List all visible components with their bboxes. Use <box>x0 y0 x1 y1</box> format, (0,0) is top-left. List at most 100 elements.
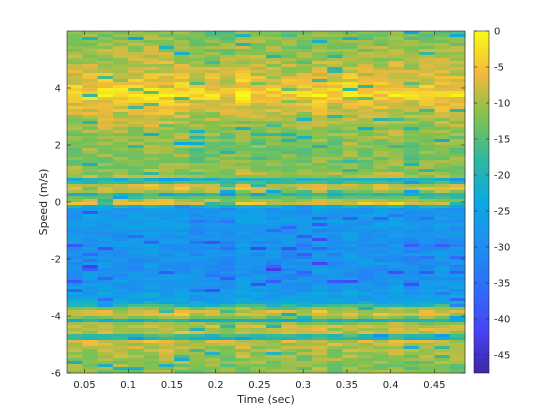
heatmap-cell <box>143 148 160 152</box>
heatmap-cell <box>449 73 466 77</box>
heatmap-cell <box>235 274 252 278</box>
heatmap-cell <box>204 355 221 359</box>
heatmap-cell <box>82 121 99 125</box>
heatmap-cell <box>143 349 160 353</box>
heatmap-cell <box>311 82 328 86</box>
heatmap-cell <box>296 64 313 68</box>
heatmap-cell <box>388 265 405 269</box>
heatmap-cell <box>327 58 343 62</box>
heatmap-cell <box>112 136 129 140</box>
heatmap-cell <box>204 166 221 170</box>
heatmap-cell <box>97 202 114 206</box>
heatmap-cell <box>235 298 252 302</box>
heatmap-cell <box>82 298 99 302</box>
heatmap-cell <box>373 73 389 77</box>
heatmap-cell <box>82 112 99 116</box>
heatmap-cell <box>174 280 190 284</box>
heatmap-cell <box>112 94 129 98</box>
heatmap-cell <box>128 268 144 272</box>
heatmap-cell <box>82 148 99 152</box>
heatmap-cell <box>419 163 435 167</box>
heatmap-cell <box>296 337 313 341</box>
heatmap-cell <box>342 223 359 227</box>
heatmap-cell <box>327 280 343 284</box>
heatmap-cell <box>128 121 144 125</box>
heatmap-cell <box>82 34 99 38</box>
heatmap-cell <box>419 352 435 356</box>
heatmap-cell <box>449 268 466 272</box>
heatmap-cell <box>449 64 466 68</box>
heatmap-cell <box>235 37 252 41</box>
heatmap-cell <box>327 142 343 146</box>
heatmap-cell <box>250 163 267 167</box>
heatmap-cell <box>311 250 328 254</box>
heatmap-cell <box>296 130 313 134</box>
heatmap-cell <box>235 262 252 266</box>
heatmap-cell <box>235 193 252 197</box>
heatmap-cell <box>311 205 328 209</box>
heatmap-cell <box>220 268 236 272</box>
heatmap-cell <box>327 88 343 92</box>
heatmap-cell <box>235 31 252 35</box>
heatmap-cell <box>67 232 83 236</box>
heatmap-cell <box>266 76 282 80</box>
heatmap-cell <box>342 124 359 128</box>
heatmap-cell <box>67 199 83 203</box>
heatmap-cell <box>235 118 252 122</box>
heatmap-cell <box>220 55 236 59</box>
heatmap-cell <box>67 319 83 323</box>
heatmap-cell <box>128 343 144 347</box>
heatmap-cell <box>311 64 328 68</box>
heatmap-cell <box>327 208 343 212</box>
heatmap-cell <box>128 271 144 275</box>
heatmap-cell <box>97 46 114 50</box>
heatmap-cell <box>449 172 466 176</box>
heatmap-cell <box>220 103 236 107</box>
heatmap-cell <box>434 208 451 212</box>
heatmap-cell <box>67 136 83 140</box>
heatmap-cell <box>112 166 129 170</box>
heatmap-cell <box>403 364 420 368</box>
heatmap-cell <box>449 106 466 110</box>
heatmap-cell <box>220 259 236 263</box>
heatmap-cell <box>112 355 129 359</box>
heatmap-cell <box>128 340 144 344</box>
heatmap-cell <box>311 301 328 305</box>
heatmap-cell <box>281 91 298 95</box>
heatmap-cell <box>220 67 236 71</box>
heatmap-cell <box>158 70 175 74</box>
heatmap-cell <box>327 103 343 107</box>
heatmap-cell <box>281 307 298 311</box>
heatmap-cell <box>67 94 83 98</box>
heatmap-cell <box>296 100 313 104</box>
heatmap-cell <box>266 280 282 284</box>
heatmap-cell <box>128 178 144 182</box>
heatmap-cell <box>204 298 221 302</box>
heatmap-cell <box>327 370 343 374</box>
heatmap-cell <box>403 337 420 341</box>
heatmap-cell <box>67 355 83 359</box>
heatmap-cell <box>235 349 252 353</box>
heatmap-cell <box>342 346 359 350</box>
heatmap-cell <box>112 253 129 257</box>
heatmap-cell <box>449 109 466 113</box>
heatmap-cell <box>327 355 343 359</box>
heatmap-cell <box>342 340 359 344</box>
heatmap-cell <box>266 124 282 128</box>
heatmap-cell <box>342 334 359 338</box>
heatmap-cell <box>403 82 420 86</box>
heatmap-cell <box>174 115 190 119</box>
heatmap-cell <box>220 292 236 296</box>
heatmap-cell <box>327 100 343 104</box>
heatmap-cell <box>419 328 435 332</box>
heatmap-cell <box>296 124 313 128</box>
heatmap-cell <box>373 211 389 215</box>
heatmap-cell <box>342 163 359 167</box>
heatmap-cell <box>357 295 374 299</box>
heatmap-cell <box>419 124 435 128</box>
heatmap-cell <box>189 139 206 143</box>
heatmap-cell <box>204 232 221 236</box>
heatmap-cell <box>434 364 451 368</box>
heatmap-cell <box>82 286 99 290</box>
heatmap-cell <box>266 220 282 224</box>
